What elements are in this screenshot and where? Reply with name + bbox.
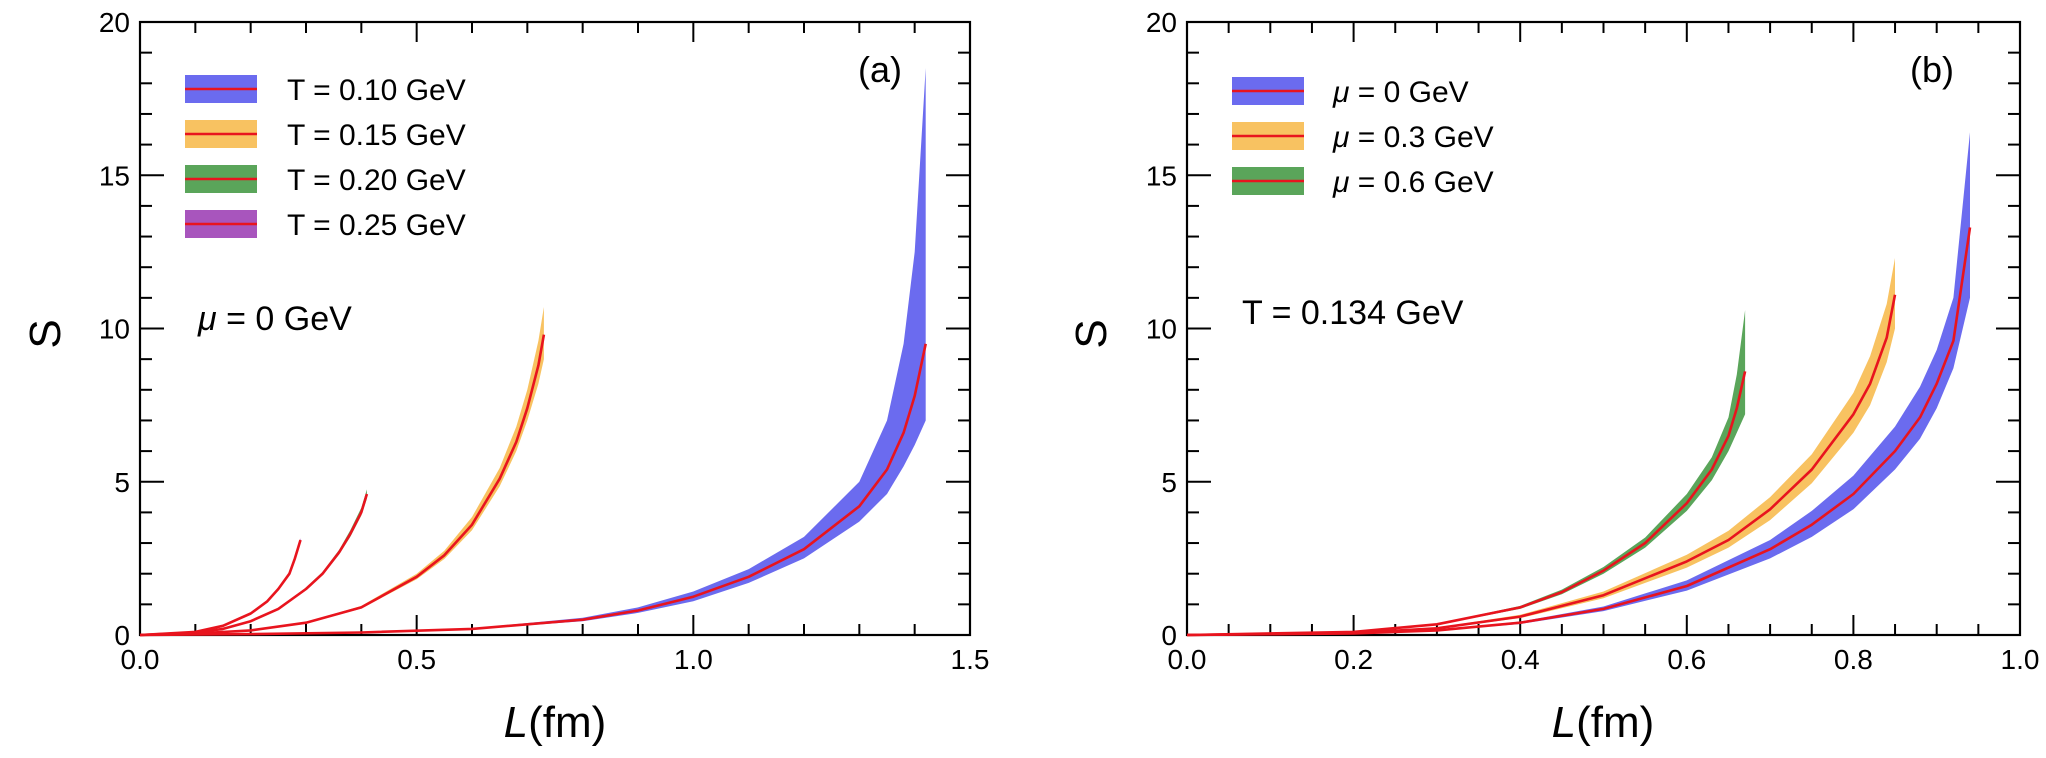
panel-a-ticks: [139, 21, 971, 636]
series-line: [1186, 227, 1972, 637]
legend-label: T = 0.25 GeV: [287, 209, 466, 242]
y-tick-label: 5: [114, 467, 130, 498]
legend-item: μ = 0 GeV: [1232, 76, 1469, 109]
panel-a-label: (a): [858, 49, 902, 90]
panel-b-xlabel: L(fm): [1552, 698, 1655, 747]
legend-label-text: = 0.3 GeV: [1349, 121, 1493, 154]
x-tick-label: 0.0: [121, 644, 160, 675]
panel-a: 0.0 0.5 1.0 1.5 0 5 10 15 20 (a) S L(fm) μ = 0 G…: [21, 7, 989, 747]
y-tick-label: 20: [1146, 7, 1177, 38]
panel-b-label: (b): [1910, 49, 1954, 90]
y-tick-label: 15: [99, 160, 130, 191]
x-tick-label: 1.0: [2001, 644, 2040, 675]
series-band: [1187, 132, 1970, 636]
y-tick-label: 0: [1161, 620, 1177, 651]
x-tick-label: 0.2: [1334, 644, 1373, 675]
panel-a-annotation-text: = 0 GeV: [217, 300, 352, 338]
x-tick-label: 0.5: [397, 644, 436, 675]
panel-b-lines: [1186, 227, 1972, 637]
panel-b-xlabel-var: L: [1552, 698, 1576, 747]
legend-label: T = 0.15 GeV: [287, 119, 466, 152]
y-tick-label: 10: [99, 314, 130, 345]
panel-a-bands: [140, 68, 926, 635]
x-tick-label: 0.0: [1168, 644, 1207, 675]
series-band: [1187, 258, 1895, 635]
series-band: [140, 68, 926, 635]
series-band: [140, 307, 544, 635]
panel-a-xlabel: L(fm): [504, 698, 607, 747]
series-band: [1187, 310, 1746, 635]
y-tick-label: 20: [99, 7, 130, 38]
y-tick-label: 10: [1146, 314, 1177, 345]
legend-item: T = 0.20 GeV: [185, 164, 466, 197]
legend-label: T = 0.20 GeV: [287, 164, 466, 197]
y-tick-label: 15: [1146, 160, 1177, 191]
panel-a-tick-labels: 0.0 0.5 1.0 1.5 0 5 10 15 20: [99, 7, 990, 675]
x-tick-label: 0.6: [1667, 644, 1706, 675]
series-line: [139, 539, 302, 637]
panel-b-annotation: T = 0.134 GeV: [1242, 294, 1464, 332]
legend-label-symbol: μ: [1332, 166, 1349, 199]
panel-b-ylabel: S: [1067, 319, 1116, 348]
series-line: [1186, 294, 1897, 637]
legend-label-text: = 0.6 GeV: [1349, 166, 1493, 199]
panel-a-legend: T = 0.10 GeV T = 0.15 GeV T = 0.20 GeV T…: [185, 74, 466, 242]
panel-b-bands: [1187, 132, 1970, 636]
panel-b-tick-labels: 0.0 0.2 0.4 0.6 0.8 1.0 0 5 10 15 20: [1146, 7, 2040, 675]
panel-a-annotation-symbol: μ: [197, 300, 217, 338]
series-line: [139, 334, 546, 637]
panel-a-annotation: μ = 0 GeV: [197, 300, 352, 338]
panel-a-xlabel-var: L: [504, 698, 528, 747]
y-tick-label: 5: [1161, 467, 1177, 498]
series-line: [139, 343, 927, 637]
x-tick-label: 0.4: [1501, 644, 1540, 675]
panel-a-lines: [139, 334, 927, 637]
legend-label: T = 0.10 GeV: [287, 74, 466, 107]
legend-label-symbol: μ: [1332, 76, 1349, 109]
legend-item: T = 0.25 GeV: [185, 209, 466, 242]
legend-label: μ = 0 GeV: [1332, 76, 1469, 109]
panel-b-legend: μ = 0 GeV μ = 0.3 GeV μ = 0.6 GeV: [1232, 76, 1494, 199]
legend-label-symbol: μ: [1332, 121, 1349, 154]
legend-item: μ = 0.6 GeV: [1232, 166, 1494, 199]
legend-label: μ = 0.3 GeV: [1332, 121, 1494, 154]
x-tick-label: 1.0: [674, 644, 713, 675]
x-tick-label: 1.5: [951, 644, 990, 675]
panel-b: 0.0 0.2 0.4 0.6 0.8 1.0 0 5 10 15 20 (b) S L(fm) T…: [1067, 7, 2039, 747]
series-band: [140, 538, 301, 635]
legend-label: μ = 0.6 GeV: [1332, 166, 1494, 199]
legend-item: μ = 0.3 GeV: [1232, 121, 1494, 154]
legend-label-text: = 0 GeV: [1349, 76, 1468, 109]
panel-a-ylabel: S: [21, 319, 70, 348]
panel-b-xlabel-unit: (fm): [1576, 698, 1654, 747]
x-tick-label: 0.8: [1834, 644, 1873, 675]
panel-b-annotation-text: T = 0.134 GeV: [1242, 294, 1464, 332]
legend-item: T = 0.15 GeV: [185, 119, 466, 152]
series-line: [1186, 371, 1747, 637]
panel-a-xlabel-unit: (fm): [528, 698, 606, 747]
series-line: [139, 493, 369, 637]
y-tick-label: 0: [114, 620, 130, 651]
legend-item: T = 0.10 GeV: [185, 74, 466, 107]
